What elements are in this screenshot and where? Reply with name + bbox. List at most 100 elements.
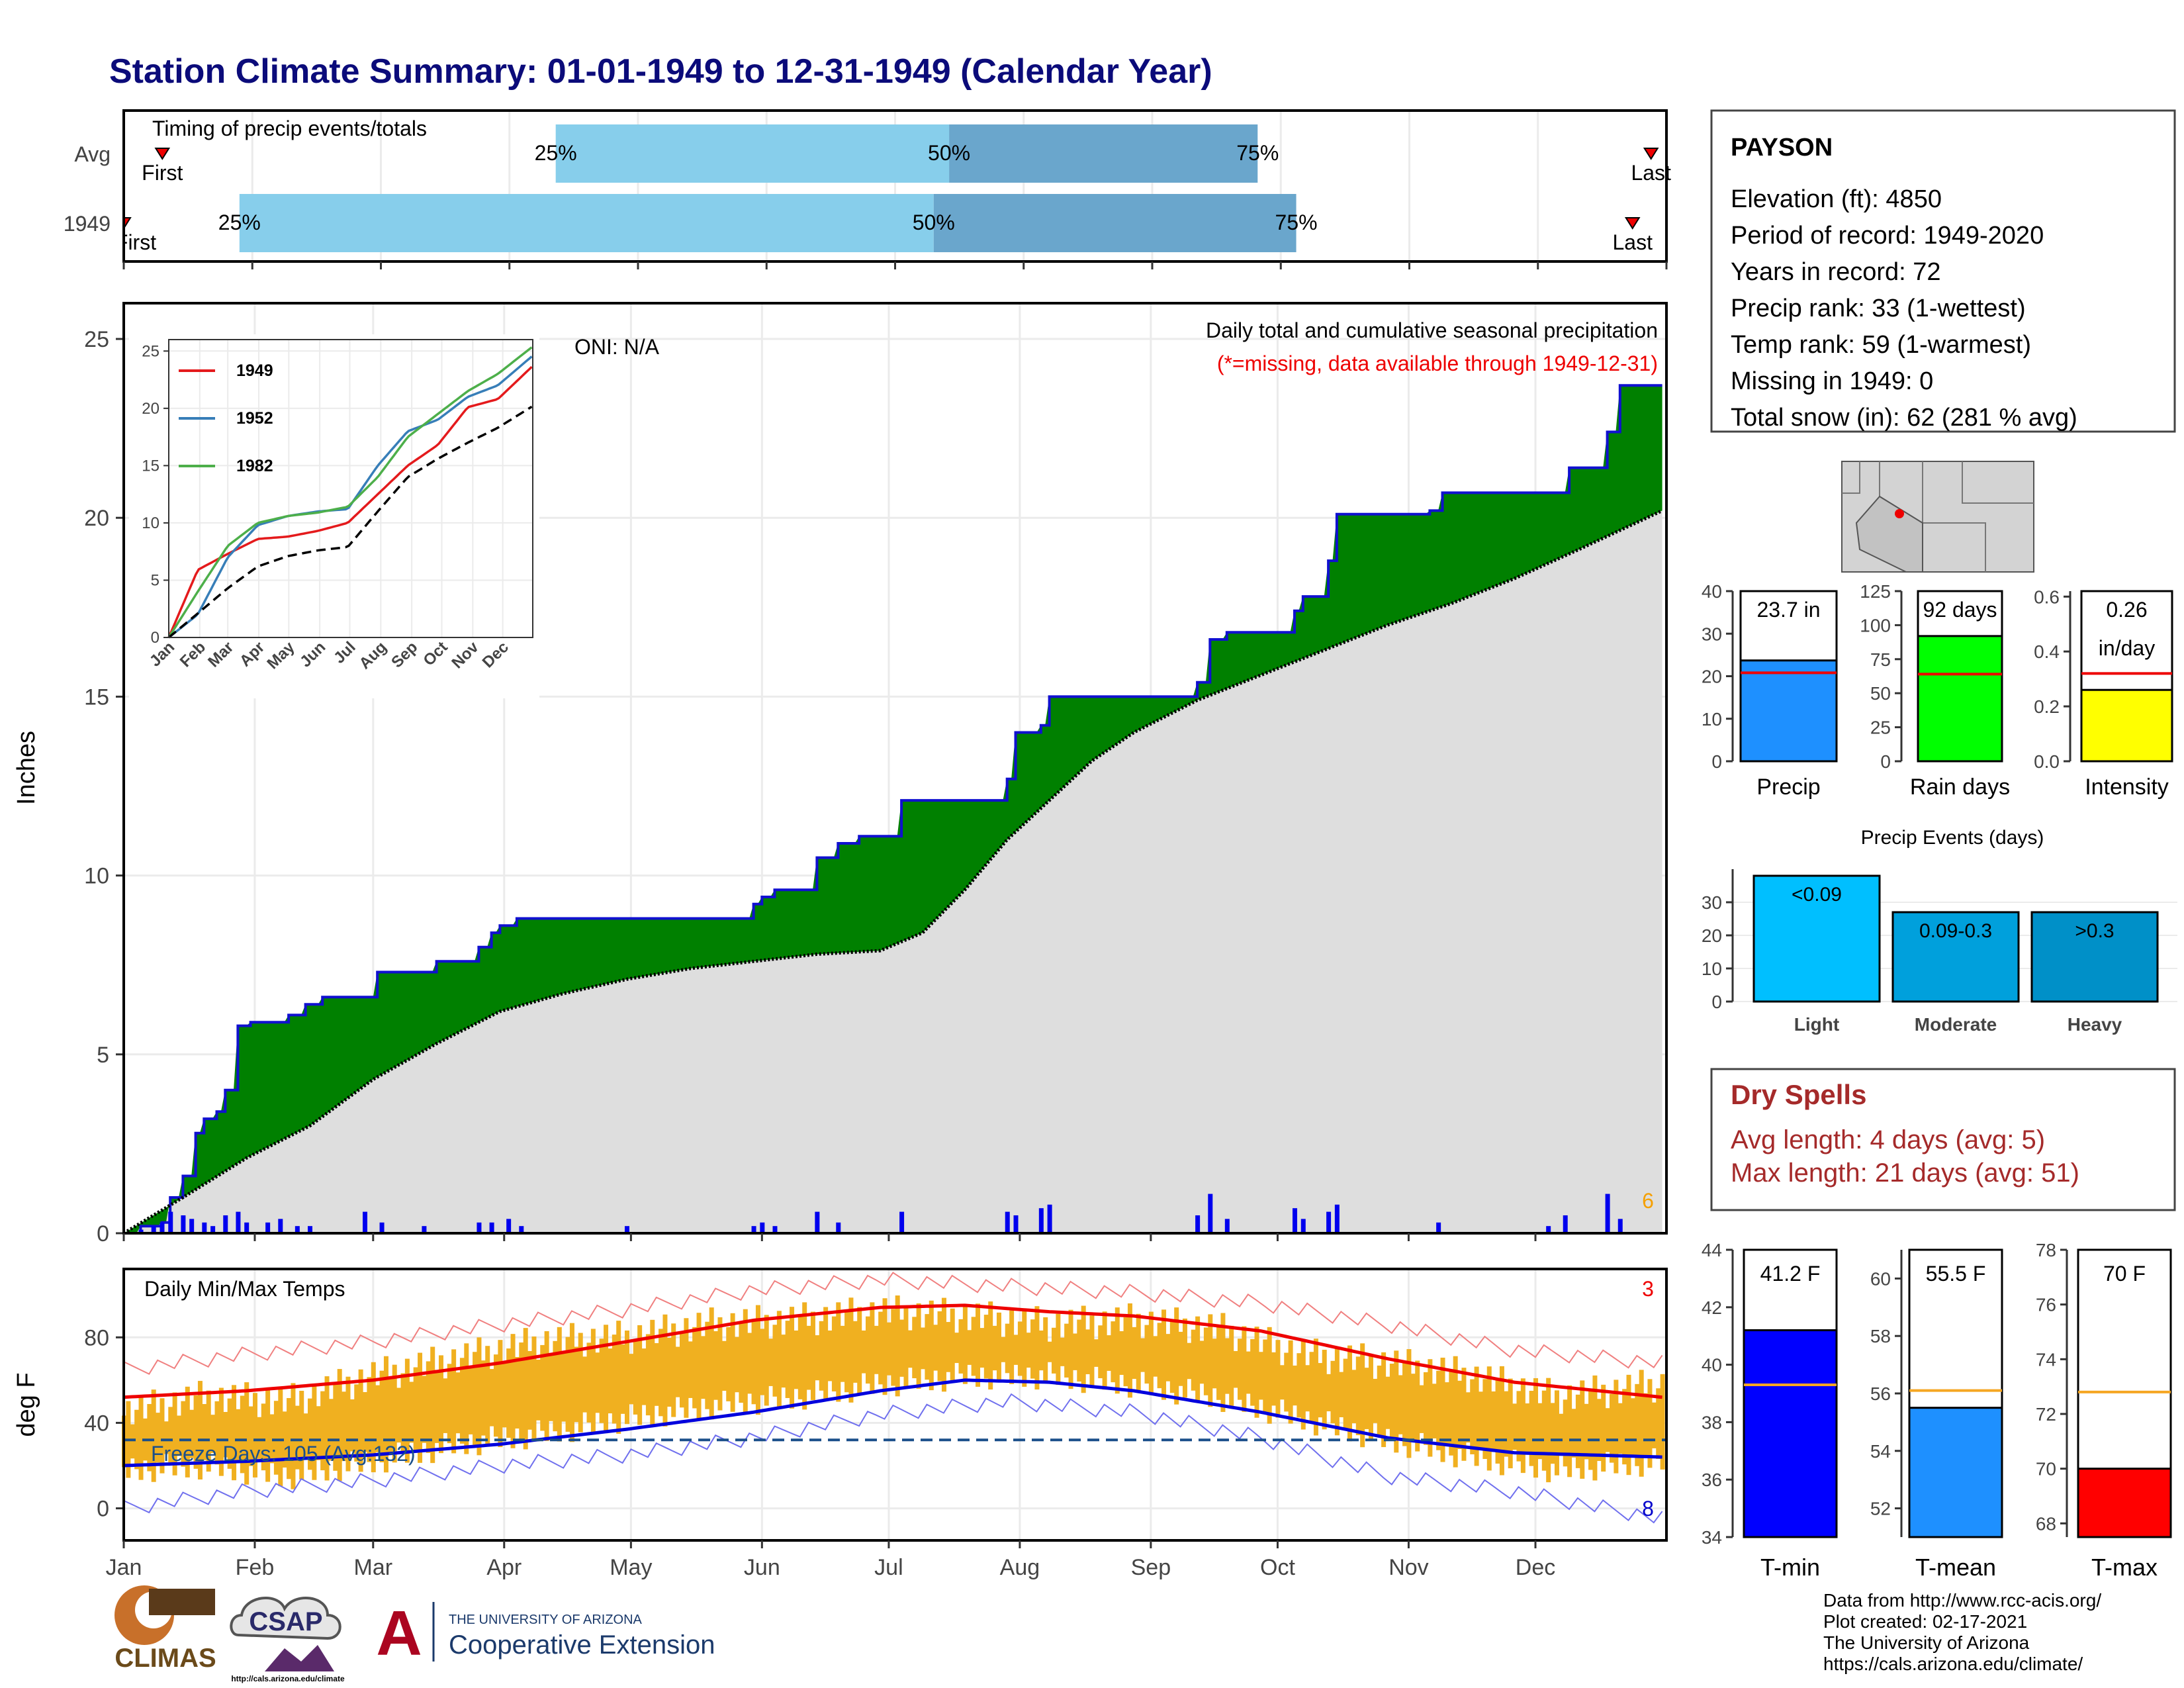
temp-frame (122, 1268, 1668, 1542)
station-info-line: Precip rank: 33 (1-wettest) (1731, 295, 2026, 322)
daily-temp-range-bar (1191, 1329, 1196, 1391)
tbar-y-tick-label: 38 (1702, 1412, 1722, 1432)
daily-temp-range-bar (1123, 1317, 1128, 1387)
daily-precip-bar (899, 1211, 905, 1233)
summary-y-tick-label: 0 (1880, 751, 1891, 772)
last-marker-icon (1624, 217, 1641, 230)
daily-temp-range-bar (1043, 1317, 1048, 1382)
daily-temp-range-bar (1309, 1352, 1314, 1424)
daily-temp-range-bar (946, 1322, 951, 1372)
precip-y-tick-label: 5 (97, 1043, 109, 1068)
daily-temp-range-bar (671, 1323, 676, 1417)
daily-temp-range-bar (1250, 1338, 1255, 1406)
daily-temp-range-bar (210, 1415, 216, 1453)
inset-y-tick-label: 5 (151, 571, 159, 589)
daily-temp-range-bar (1030, 1319, 1036, 1379)
daily-temp-range-bar (878, 1311, 884, 1385)
month-label: May (610, 1555, 652, 1580)
daily-temp-range-bar (498, 1340, 503, 1448)
daily-temp-range-bar (1563, 1399, 1568, 1467)
state-borders (1842, 461, 2034, 572)
daily-temp-range-bar (1622, 1389, 1627, 1465)
daily-temp-range-bar (1660, 1374, 1665, 1470)
daily-temp-range-bar (1516, 1391, 1522, 1462)
summary-y-tick-label: 30 (1702, 624, 1722, 644)
inset-y-tick-label: 20 (142, 400, 159, 418)
daily-temp-range-bar (1178, 1331, 1183, 1386)
tbar-y-tick-label: 54 (1870, 1441, 1891, 1462)
daily-temp-range-bar (612, 1335, 617, 1424)
precip-y-tick-label: 25 (84, 327, 109, 352)
events-category-label: Light (1794, 1014, 1839, 1035)
daily-temp-range-bar (1453, 1356, 1458, 1468)
daily-temp-range-bar (1504, 1391, 1509, 1457)
daily-temp-range-bar (899, 1319, 905, 1377)
daily-temp-range-bar (404, 1358, 410, 1463)
daily-temp-range-bar (1647, 1379, 1653, 1468)
daily-temp-range-bar (159, 1398, 165, 1474)
footer-credit-line: Data from http://www.rcc-acis.org/ (1823, 1590, 2101, 1611)
daily-temp-range-bar (1614, 1380, 1619, 1474)
inset-legend-label: 1952 (236, 409, 273, 428)
daily-temp-range-bar (396, 1387, 402, 1443)
daily-temp-range-bar (1605, 1408, 1610, 1452)
daily-temp-range-bar (418, 1352, 423, 1463)
daily-precip-bar (1047, 1204, 1052, 1233)
daily-temp-range-bar (1520, 1378, 1525, 1474)
daily-temp-range-bar (912, 1317, 917, 1379)
daily-temp-range-bar (1567, 1385, 1572, 1477)
record-low-count: 8 (1642, 1497, 1654, 1521)
daily-precip-bar (489, 1222, 494, 1233)
daily-precip-bar (624, 1226, 629, 1233)
temp-summary-bars: 34 36 38 40 42 44 41.2 F T-min 52 54 56 58 60 55.5 F T… (1702, 1240, 2172, 1581)
daily-temp-range-bar (726, 1327, 731, 1401)
daily-temp-range-bar (451, 1349, 457, 1454)
daily-temp-range-bar (721, 1340, 727, 1391)
daily-precip-bar (168, 1211, 173, 1233)
daily-temp-range-bar (976, 1303, 981, 1387)
daily-temp-range-bar (1326, 1374, 1332, 1412)
timing-pct-label: 50% (928, 141, 970, 165)
daily-temp-range-bar (1592, 1375, 1598, 1481)
daily-temp-range-bar (489, 1369, 494, 1427)
daily-temp-range-bar (1144, 1325, 1150, 1384)
station-info-line: Years in record: 72 (1731, 258, 1941, 286)
daily-precip-bar (1563, 1215, 1568, 1233)
timing-row-label: 1949 (64, 212, 111, 236)
tbar-y-tick-label: 40 (1702, 1355, 1722, 1376)
daily-temp-range-bar (1343, 1358, 1348, 1430)
precip-y-tick-label: 10 (84, 864, 109, 889)
daily-temp-range-bar (1102, 1311, 1107, 1390)
daily-temp-range-bar (189, 1409, 195, 1458)
daily-temp-range-bar (349, 1399, 355, 1452)
month-label: Mar (354, 1555, 393, 1580)
daily-temp-range-bar (422, 1376, 427, 1443)
timing-bar-50-75 (933, 194, 1297, 252)
daily-temp-range-bar (303, 1413, 308, 1460)
t-min-bar (1743, 1329, 1838, 1538)
daily-precip-bar (1293, 1208, 1298, 1233)
daily-temp-range-bar (633, 1339, 638, 1415)
month-label: Aug (1000, 1555, 1040, 1580)
daily-temp-range-bar (1432, 1383, 1437, 1438)
daily-temp-range-bar (1001, 1336, 1006, 1362)
station-location-marker (1895, 509, 1904, 518)
daily-temp-range-bar (958, 1319, 964, 1374)
daily-temp-range-bar (1381, 1352, 1387, 1448)
daily-temp-range-bar (929, 1300, 934, 1391)
daily-precip-bar (1300, 1219, 1306, 1233)
daily-temp-range-bar (324, 1376, 330, 1481)
daily-precip-bar (1013, 1215, 1019, 1233)
daily-precip-bar (1605, 1194, 1610, 1233)
daily-temp-range-bar (156, 1413, 161, 1463)
daily-temp-range-bar (1111, 1321, 1116, 1383)
daily-temp-range-bar (684, 1318, 689, 1418)
summary-y-tick-label: 0.0 (2034, 751, 2060, 772)
daily-temp-range-bar (1512, 1403, 1518, 1450)
footer-credit-line: Plot created: 02-17-2021 (1823, 1611, 2027, 1632)
daily-temp-range-bar (1224, 1338, 1230, 1394)
daily-temp-range-bar (172, 1392, 177, 1476)
daily-temp-range-bar (287, 1397, 292, 1479)
daily-temp-range-bar (1355, 1356, 1361, 1436)
